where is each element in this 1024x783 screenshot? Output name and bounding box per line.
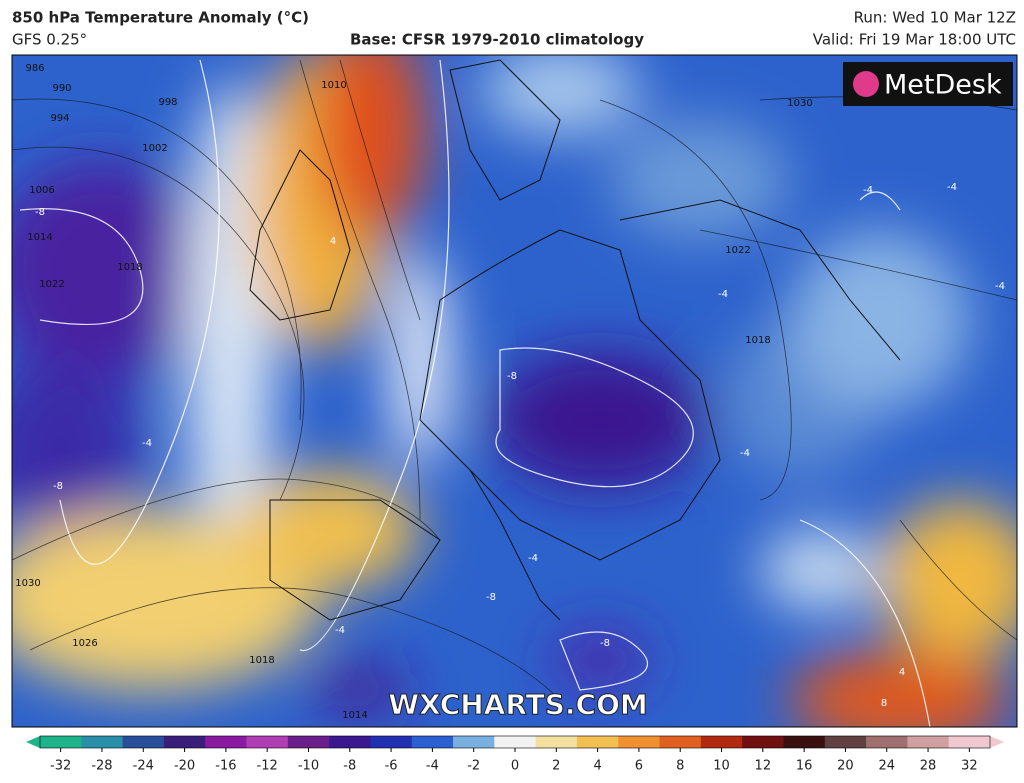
colorbar-label: 16: [796, 759, 813, 774]
contour-label: -4: [718, 289, 728, 300]
colorbar-segment: [246, 736, 289, 748]
contour-label: -8: [600, 638, 610, 649]
colorbar-segment: [205, 736, 248, 748]
colorbar-segment: [494, 736, 537, 748]
colorbar-label: 6: [635, 759, 643, 774]
contour-label: 1006: [29, 185, 54, 196]
contour-label: 990: [52, 83, 71, 94]
contour-label: 1018: [249, 655, 274, 666]
colorbar-label: -2: [467, 759, 480, 774]
colorbar-segment: [948, 736, 991, 748]
contour-label: 1014: [27, 232, 52, 243]
logo: MetDesk: [884, 70, 1002, 101]
base: Base: CFSR 1979-2010 climatology: [350, 31, 644, 49]
colorbar-segment: [411, 736, 454, 748]
colorbar-segment: [618, 736, 661, 748]
contour-label: 4: [899, 667, 905, 678]
colorbar-segment: [700, 736, 743, 748]
colorbar-segment: [163, 736, 206, 748]
colorbar-label: 24: [878, 759, 895, 774]
colorbar-segment: [122, 736, 165, 748]
contour-label: 1026: [72, 638, 97, 649]
contour-label: -4: [335, 625, 345, 636]
contour-label: 998: [158, 97, 177, 108]
colorbar-label: -32: [50, 759, 71, 774]
contour-label: 1022: [39, 279, 64, 290]
colorbar: -32 -28 -24 -20 -16 -12 -10 -8 -6 -4 -2 0 2 4 6 8 10 12 16…: [26, 735, 1004, 774]
colorbar-label: -6: [385, 759, 398, 774]
contour-label: -4: [863, 185, 873, 196]
colorbar-segment: [81, 736, 124, 748]
colorbar-label: 4: [593, 759, 601, 774]
contour-label: 4: [330, 236, 336, 247]
colorbar-label: 28: [920, 759, 937, 774]
colorbar-label: 2: [552, 759, 560, 774]
contour-label: -8: [486, 592, 496, 603]
colorbar-label: -4: [426, 759, 439, 774]
contour-label: -4: [142, 438, 152, 449]
colorbar-label: -10: [298, 759, 319, 774]
contour-label: -4: [528, 553, 538, 564]
title: 850 hPa Temperature Anomaly (°C): [12, 9, 309, 27]
colorbar-label: -12: [257, 759, 278, 774]
colorbar-segment: [576, 736, 619, 748]
contour-label: 1014: [342, 710, 367, 721]
colorbar-label: -28: [91, 759, 112, 774]
colorbar-label: -24: [133, 759, 154, 774]
contour-label: 994: [50, 113, 69, 124]
contour-label: -8: [507, 371, 517, 382]
model: GFS 0.25°: [12, 31, 87, 49]
colorbar-label: 8: [676, 759, 684, 774]
contour-label: -4: [740, 448, 750, 459]
colorbar-segment: [329, 736, 371, 748]
colorbar-segment: [783, 736, 826, 748]
map: [12, 55, 1017, 727]
colorbar-label: 20: [837, 759, 854, 774]
colorbar-arrow: [990, 736, 1004, 748]
colorbar-label: -20: [174, 759, 195, 774]
contour-label: -4: [947, 182, 957, 193]
colorbar-segment: [535, 736, 578, 748]
colorbar-segment: [453, 736, 495, 748]
colorbar-segment: [824, 736, 867, 748]
contour-label: -8: [35, 207, 45, 218]
contour-label: 1030: [15, 578, 40, 589]
colorbar-segment: [40, 736, 82, 748]
colorbar-segment: [907, 736, 950, 748]
contour-label: -8: [53, 481, 63, 492]
colorbar-segment: [659, 736, 702, 748]
contour-label: 986: [25, 63, 44, 74]
colorbar-label: 0: [511, 759, 519, 774]
contour-label: 1010: [321, 80, 346, 91]
map-frame: [11, 54, 1018, 728]
colorbar-segment: [866, 736, 908, 748]
colorbar-label: 12: [755, 759, 772, 774]
contour-label: 1030: [787, 98, 812, 109]
colorbar-segment: [742, 736, 784, 748]
colorbar-segment: [287, 736, 330, 748]
colorbar-frame: [39, 735, 991, 749]
contour-label: 1018: [117, 262, 142, 273]
colorbar-label: -8: [343, 759, 356, 774]
colorbar-label: 32: [961, 759, 978, 774]
contour-label: -4: [995, 281, 1005, 292]
colorbar-label: 10: [713, 759, 730, 774]
colorbar-label: -16: [215, 759, 236, 774]
contour-label: 8: [881, 698, 887, 709]
contour-label: 1022: [725, 245, 750, 256]
contour-label: 1018: [745, 335, 770, 346]
watermark: WXCHARTS.COM: [388, 688, 648, 721]
valid: Valid: Fri 19 Mar 18:00 UTC: [813, 31, 1016, 49]
colorbar-arrow: [26, 736, 40, 748]
logo-icon: [853, 71, 879, 97]
contour-label: 1002: [142, 143, 167, 154]
run: Run: Wed 10 Mar 12Z: [854, 9, 1016, 27]
colorbar-segment: [370, 736, 413, 748]
